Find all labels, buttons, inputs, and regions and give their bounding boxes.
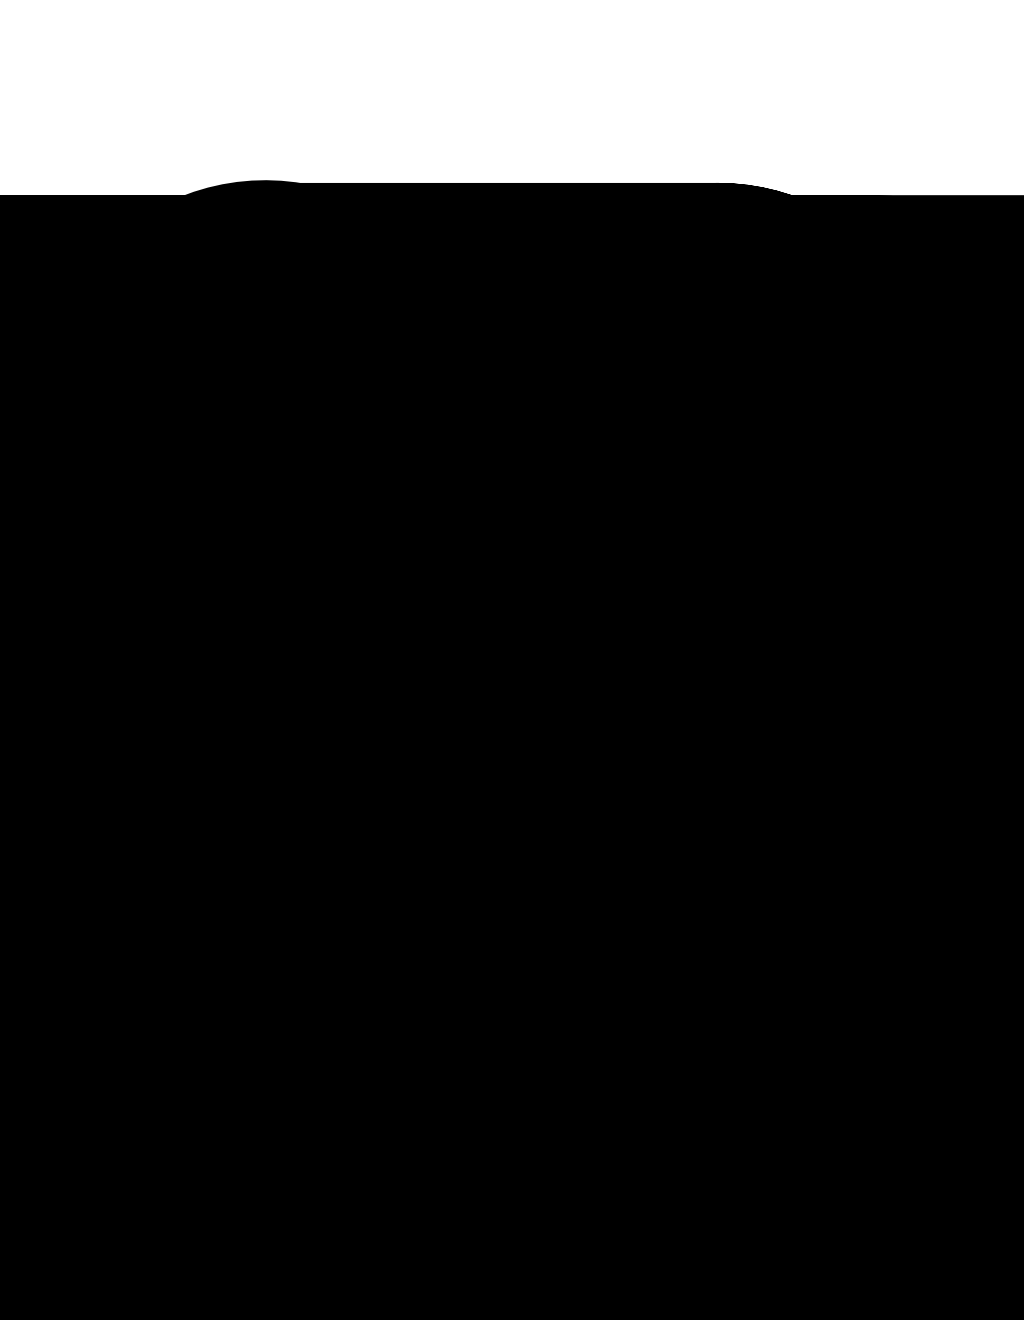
- Text: S311: S311: [488, 397, 515, 408]
- Text: ~: ~: [354, 396, 362, 409]
- Text: ~: ~: [265, 396, 273, 409]
- Text: US 2015/0091199 A1: US 2015/0091199 A1: [732, 205, 880, 218]
- Text: S312: S312: [557, 397, 584, 408]
- Text: YES: YES: [292, 391, 312, 401]
- Text: ~: ~: [611, 396, 618, 409]
- Bar: [365, 797, 419, 1036]
- Bar: [598, 416, 652, 655]
- Bar: [445, 797, 500, 1036]
- Text: S314: S314: [694, 397, 722, 408]
- Text: ~: ~: [681, 396, 688, 409]
- Text: ~: ~: [459, 771, 467, 784]
- Text: DEFORM MOLD BY DEFORMATION UNIT: DEFORM MOLD BY DEFORMATION UNIT: [713, 841, 722, 993]
- Text: MOUNT SUBSTRATE: MOUNT SUBSTRATE: [305, 880, 314, 953]
- Text: SUPPLY RESIN TO SHOT REGION: SUPPLY RESIN TO SHOT REGION: [387, 851, 396, 982]
- Text: 1: 1: [792, 403, 799, 416]
- Text: S309: S309: [369, 397, 395, 408]
- Bar: [341, 416, 395, 655]
- Text: ~: ~: [541, 771, 548, 784]
- Text: Patent Application Publication: Patent Application Publication: [171, 205, 386, 218]
- Text: DOES
SHAPE DIFFERENCE FALL
WITHIN TOLERANCE RANGE
?: DOES SHAPE DIFFERENCE FALL WITHIN TOLERA…: [283, 484, 323, 586]
- Text: ARRANGE SHOT REGION BELOW MOLD: ARRANGE SHOT REGION BELOW MOLD: [468, 843, 477, 990]
- Text: S310: S310: [417, 397, 443, 408]
- Text: ~: ~: [784, 771, 793, 784]
- Text: S306: S306: [717, 772, 744, 783]
- Text: DECIDE DRIVING AMOUNT OF
DEFORMATION UNIT: DECIDE DRIVING AMOUNT OF DEFORMATION UNI…: [626, 858, 645, 975]
- Text: YES: YES: [722, 416, 742, 425]
- Bar: [608, 797, 663, 1036]
- Text: S304: S304: [554, 772, 582, 783]
- Text: BRING MOLD AND RESIN ON SUBSTRATE INTO
CONTACT WITH EACH OTHER: BRING MOLD AND RESIN ON SUBSTRATE INTO C…: [478, 444, 498, 628]
- Bar: [283, 797, 337, 1036]
- Text: Apr. 2, 2015  Sheet 4 of 8: Apr. 2, 2015 Sheet 4 of 8: [360, 205, 539, 218]
- Text: FIG. 4: FIG. 4: [173, 1118, 247, 1139]
- Text: MEASURE SHAPE DIFFERENCE
BY ALIGNMENT MEASUREMENT UNIT: MEASURE SHAPE DIFFERENCE BY ALIGNMENT ME…: [545, 846, 564, 987]
- Text: RELEASE MOLD FROM RESIN ON SUBSTRATE: RELEASE MOLD FROM RESIN ON SUBSTRATE: [621, 447, 630, 623]
- Text: NO: NO: [353, 517, 367, 527]
- Text: DECIDE HEAT FLOW RATE BASED ON
SHAPE DIFFERENCE: DECIDE HEAT FLOW RATE BASED ON SHAPE DIF…: [358, 462, 378, 609]
- Text: 1: 1: [347, 958, 354, 968]
- Text: MEASURE SHAPE DIFFERENCE
BY ALIGNMENT MEASUREMENT UNIT: MEASURE SHAPE DIFFERENCE BY ALIGNMENT ME…: [788, 846, 808, 987]
- Text: IRRADIATE RESIN WITH ULTRAVIOLET RAYS: IRRADIATE RESIN WITH ULTRAVIOLET RAYS: [552, 446, 561, 626]
- Text: S307: S307: [799, 772, 825, 783]
- Text: END: END: [785, 673, 806, 684]
- Bar: [771, 797, 825, 1036]
- Text: DOES
SHAPE DIFFERENCE FALL
WITHIN TOLERANCE RANGE
?: DOES SHAPE DIFFERENCE FALL WITHIN TOLERA…: [283, 484, 323, 586]
- Text: ~: ~: [378, 771, 385, 784]
- Text: NO: NO: [759, 548, 772, 557]
- Text: ~: ~: [543, 396, 550, 409]
- Bar: [256, 792, 853, 1043]
- Text: ~: ~: [296, 771, 304, 784]
- Text: ~: ~: [475, 396, 482, 409]
- FancyBboxPatch shape: [768, 664, 823, 693]
- Text: S301: S301: [310, 772, 337, 783]
- Text: S308: S308: [280, 397, 306, 408]
- Text: ~: ~: [622, 771, 630, 784]
- Bar: [256, 792, 853, 1043]
- Bar: [527, 797, 582, 1036]
- FancyBboxPatch shape: [184, 902, 245, 932]
- Text: S305: S305: [636, 772, 663, 783]
- Bar: [389, 416, 443, 655]
- Bar: [690, 797, 744, 1036]
- Text: S302: S302: [391, 772, 419, 783]
- Text: ~: ~: [403, 396, 411, 409]
- Bar: [529, 416, 584, 655]
- Bar: [243, 267, 438, 759]
- Text: S313: S313: [625, 397, 651, 408]
- Text: START: START: [198, 912, 231, 921]
- Bar: [461, 416, 515, 655]
- Text: S303: S303: [473, 772, 500, 783]
- Text: HEAT SUBSTRATE BY HEATING UNIT: HEAT SUBSTRATE BY HEATING UNIT: [413, 462, 421, 609]
- Text: ~: ~: [703, 771, 711, 784]
- Text: DOES NEXT SHOT EXIST?: DOES NEXT SHOT EXIST?: [710, 487, 719, 585]
